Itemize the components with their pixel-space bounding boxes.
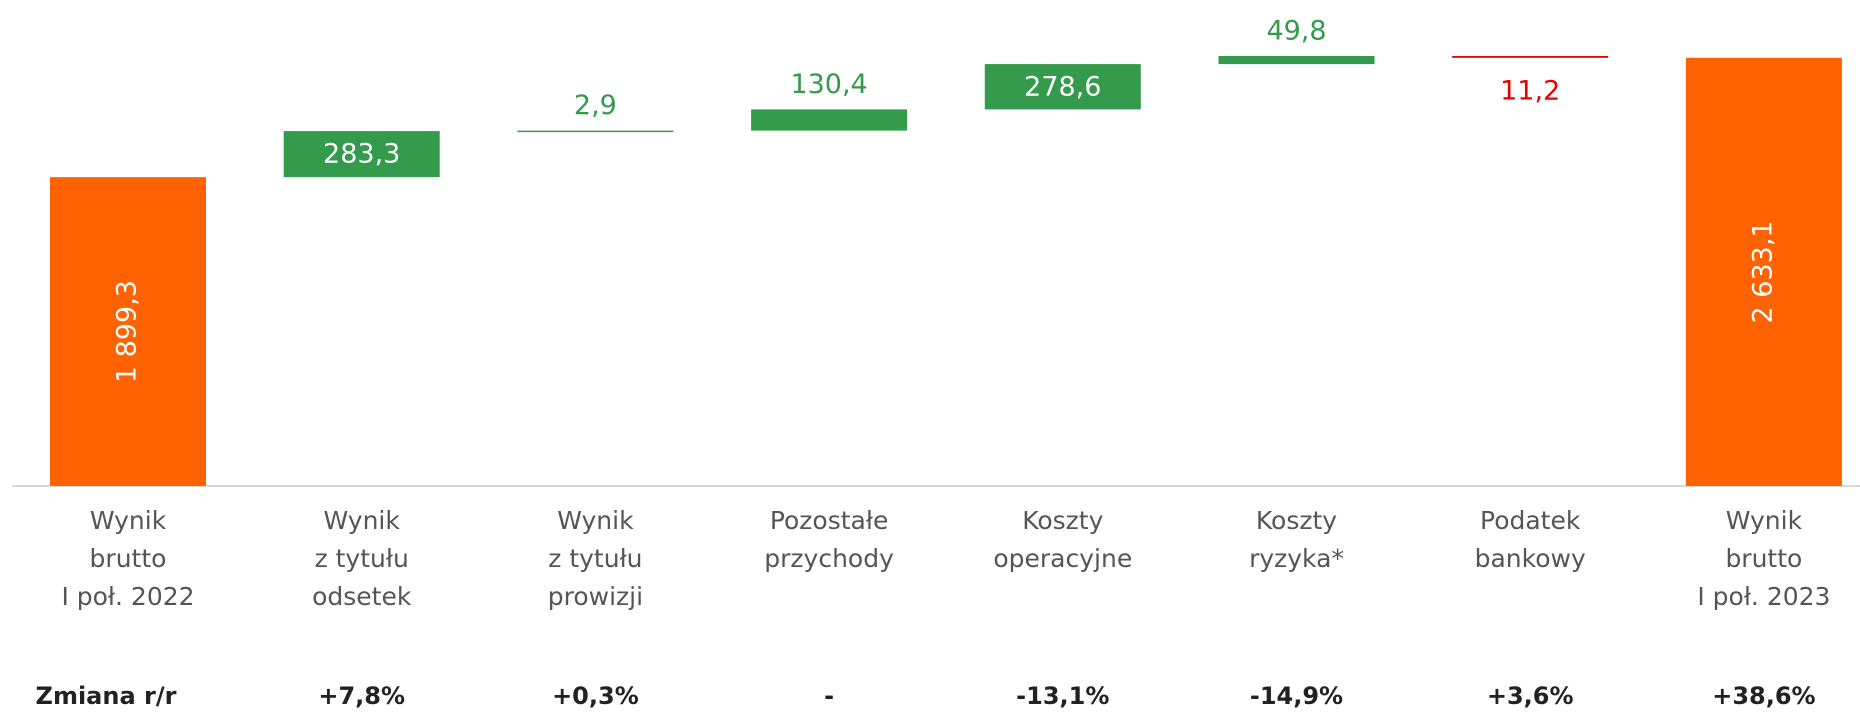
x-tick-label: prowizji: [548, 582, 643, 611]
x-tick-label: Wynik: [324, 506, 401, 535]
x-tick-label: Pozostałe: [770, 506, 889, 535]
x-tick-label: Podatek: [1480, 506, 1581, 535]
bar: [283, 131, 440, 178]
bar: [517, 130, 674, 133]
bar: [751, 109, 908, 131]
bar: [984, 64, 1141, 110]
x-tick-label: Koszty: [1256, 506, 1337, 535]
change-label: +3,6%: [1487, 682, 1574, 710]
x-tick-label: odsetek: [312, 582, 412, 611]
x-tick-label: I poł. 2022: [61, 582, 194, 611]
change-label: -13,1%: [1016, 682, 1109, 710]
bar: [1685, 57, 1842, 486]
x-tick-label: brutto: [1725, 544, 1802, 573]
bar: [1452, 56, 1609, 58]
value-label: 283,3: [323, 139, 400, 170]
value-label: 1 899,3: [112, 280, 143, 383]
x-tick-label: Koszty: [1022, 506, 1103, 535]
x-tick-label: Wynik: [1726, 506, 1803, 535]
x-tick-label: bankowy: [1475, 544, 1586, 573]
change-label: -: [824, 682, 834, 710]
change-title: Zmiana r/r: [36, 682, 177, 710]
value-label: 11,2: [1500, 75, 1560, 106]
change-label: +0,3%: [552, 682, 639, 710]
bar: [50, 177, 206, 486]
x-tick-label: z tytułu: [315, 544, 409, 573]
x-tick-label: ryzyka*: [1249, 544, 1344, 573]
value-label: 2,9: [574, 90, 617, 121]
bar: [1218, 56, 1375, 65]
change-label: -14,9%: [1250, 682, 1343, 710]
x-tick-label: I poł. 2023: [1697, 582, 1830, 611]
x-tick-label: przychody: [764, 544, 894, 573]
value-label: 2 633,1: [1747, 220, 1778, 323]
change-label: +38,6%: [1712, 682, 1815, 710]
x-tick-label: z tytułu: [548, 544, 642, 573]
value-label: 49,8: [1266, 16, 1326, 47]
x-tick-label: Wynik: [90, 506, 167, 535]
value-label: 278,6: [1024, 71, 1101, 102]
x-tick-label: brutto: [90, 544, 167, 573]
x-tick-label: Wynik: [557, 506, 634, 535]
change-label: +7,8%: [318, 682, 405, 710]
x-tick-label: operacyjne: [993, 544, 1132, 573]
value-label: 130,4: [790, 69, 867, 100]
